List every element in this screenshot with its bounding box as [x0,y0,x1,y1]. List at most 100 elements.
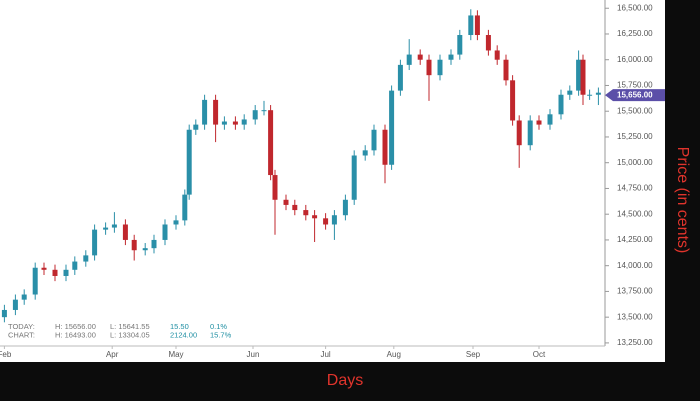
candle-body [351,155,357,200]
y-tick-label: 16,250.00 [617,29,653,38]
candle-body [303,210,309,216]
candle-body [474,15,480,36]
current-price-flag [605,89,665,102]
candle-body [83,255,89,262]
current-price-label: 15,656.00 [617,90,653,99]
candle-body [186,129,192,195]
x-tick-label: Aug [387,350,401,359]
candle-body [232,121,238,125]
candle-body [558,94,564,115]
candle-body [52,269,58,276]
candle-body [221,121,227,125]
candle-body [342,199,348,216]
candle-body [417,54,423,60]
candle-body [151,239,157,249]
candle-body [1,309,7,318]
candle-body [268,110,274,176]
candle-body [131,239,137,251]
candle-body [193,124,199,130]
candle-body [103,227,109,230]
y-tick-label: 16,500.00 [617,3,653,12]
y-tick-label: 15,000.00 [617,158,653,167]
y-axis-title: Price (in cents) [674,147,691,254]
stat-change: 15.50 [170,322,189,331]
chart-background [0,0,665,362]
candle-body [21,294,27,300]
candle-body [510,80,516,121]
y-tick-label: 14,000.00 [617,261,653,270]
stat-label: TODAY: [8,322,35,331]
candle-body [516,120,522,146]
y-tick-label: 13,500.00 [617,312,653,321]
candle-body [213,99,219,125]
stat-low: L: 13304.05 [110,330,150,339]
candle-body [331,215,337,225]
candle-body [92,229,98,256]
y-tick-label: 14,250.00 [617,235,653,244]
candle-body [448,54,454,60]
x-tick-label: Jul [320,350,330,359]
candle-body [41,267,47,270]
stat-pct: 15.7% [210,330,232,339]
candle-body [252,110,258,120]
stat-high: H: 16493.00 [55,330,96,339]
x-tick-label: Feb [0,350,12,359]
candle-body [580,59,586,95]
y-tick-label: 15,750.00 [617,81,653,90]
candle-body [494,50,500,60]
candle-body [547,114,553,125]
candle-body [389,90,395,165]
candle-body [567,90,573,95]
x-tick-label: Sep [466,350,481,359]
candle-body [485,35,491,51]
candle-body [576,59,582,91]
candle-body [72,261,78,270]
candle-body [397,64,403,91]
stat-pct: 0.1% [210,322,227,331]
candle-body [241,119,247,125]
candle-body [12,299,18,310]
y-tick-label: 14,500.00 [617,209,653,218]
candle-body [63,269,69,276]
x-axis-title: Days [327,372,363,389]
y-tick-label: 14,750.00 [617,184,653,193]
x-tick-label: May [168,350,183,359]
candle-body [371,129,377,151]
candle-body [162,224,168,240]
candle-body [362,150,368,156]
candle-body [261,110,267,112]
candle-body [272,175,278,200]
candle-body [437,59,443,76]
y-tick-label: 15,500.00 [617,106,653,115]
stat-change: 2124.00 [170,330,197,339]
stat-low: L: 15641.55 [110,322,150,331]
candle-body [503,59,509,81]
candle-body [32,267,38,295]
candle-body [111,224,117,228]
y-tick-label: 13,750.00 [617,287,653,296]
candle-body [382,129,388,165]
candle-body [457,35,463,55]
candle-body [406,54,412,65]
candle-body [527,120,533,146]
y-tick-label: 16,000.00 [617,55,653,64]
candle-body [142,248,148,251]
candle-body [536,120,542,125]
stat-high: H: 15656.00 [55,322,96,331]
candle-body [595,92,601,95]
candle-body [587,94,593,96]
candle-body [173,220,179,225]
x-tick-label: Jun [247,350,260,359]
candle-body [468,15,474,36]
x-tick-label: Oct [533,350,546,359]
candle-body [122,224,128,240]
candle-body [292,204,298,211]
y-tick-label: 15,250.00 [617,132,653,141]
y-tick-label: 13,250.00 [617,338,653,347]
candle-body [182,194,188,221]
stat-label: CHART: [8,330,35,339]
candle-body [312,215,318,219]
candle-body [323,218,329,225]
